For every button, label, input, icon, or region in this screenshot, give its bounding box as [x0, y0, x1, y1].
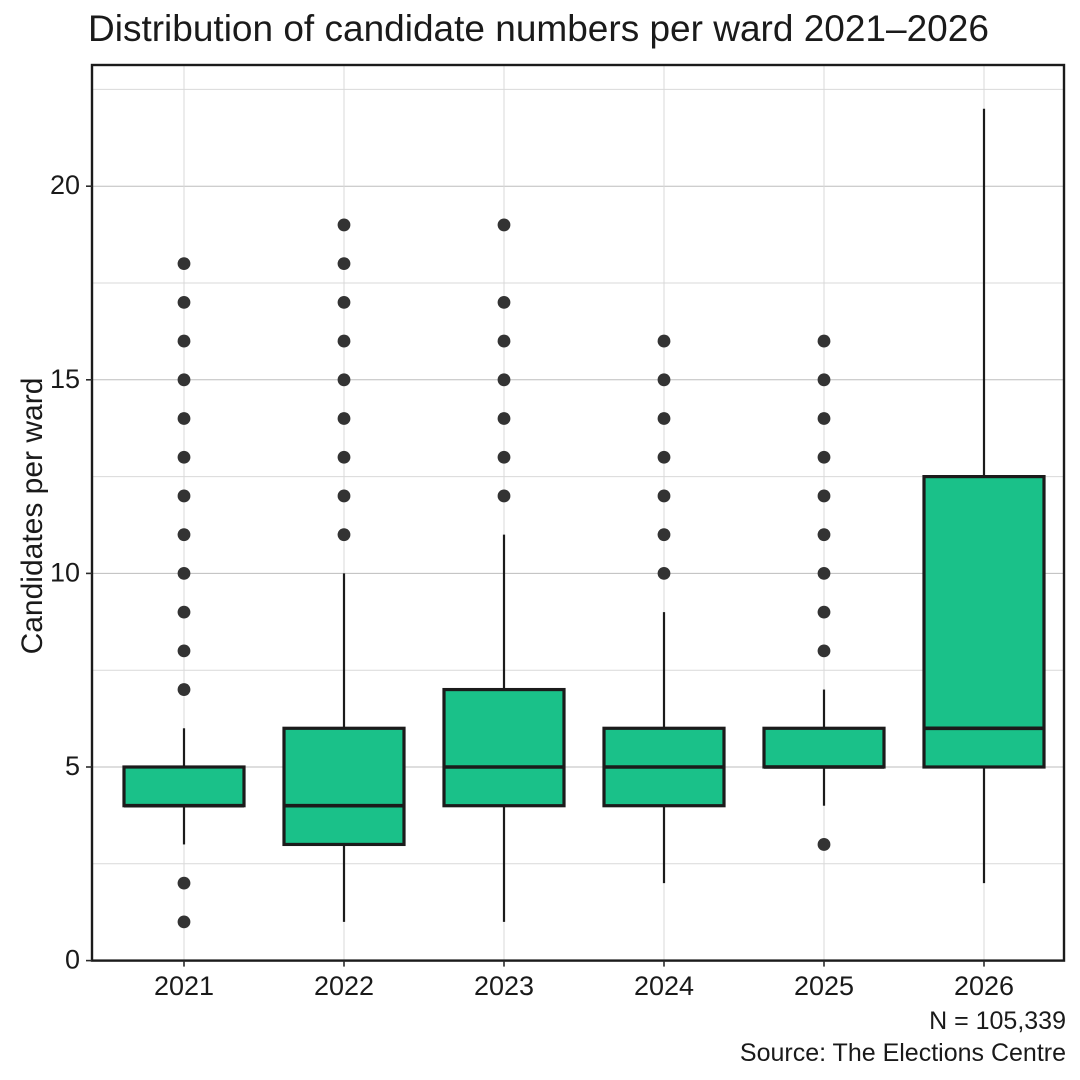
svg-text:10: 10: [50, 557, 80, 587]
svg-text:2026: 2026: [954, 971, 1014, 1001]
svg-text:0: 0: [65, 945, 80, 975]
svg-text:2022: 2022: [314, 971, 374, 1001]
svg-text:2023: 2023: [474, 971, 534, 1001]
svg-text:20: 20: [50, 170, 80, 200]
svg-text:2024: 2024: [634, 971, 694, 1001]
svg-text:2021: 2021: [154, 971, 214, 1001]
svg-text:5: 5: [65, 751, 80, 781]
svg-text:2025: 2025: [794, 971, 854, 1001]
svg-text:15: 15: [50, 364, 80, 394]
